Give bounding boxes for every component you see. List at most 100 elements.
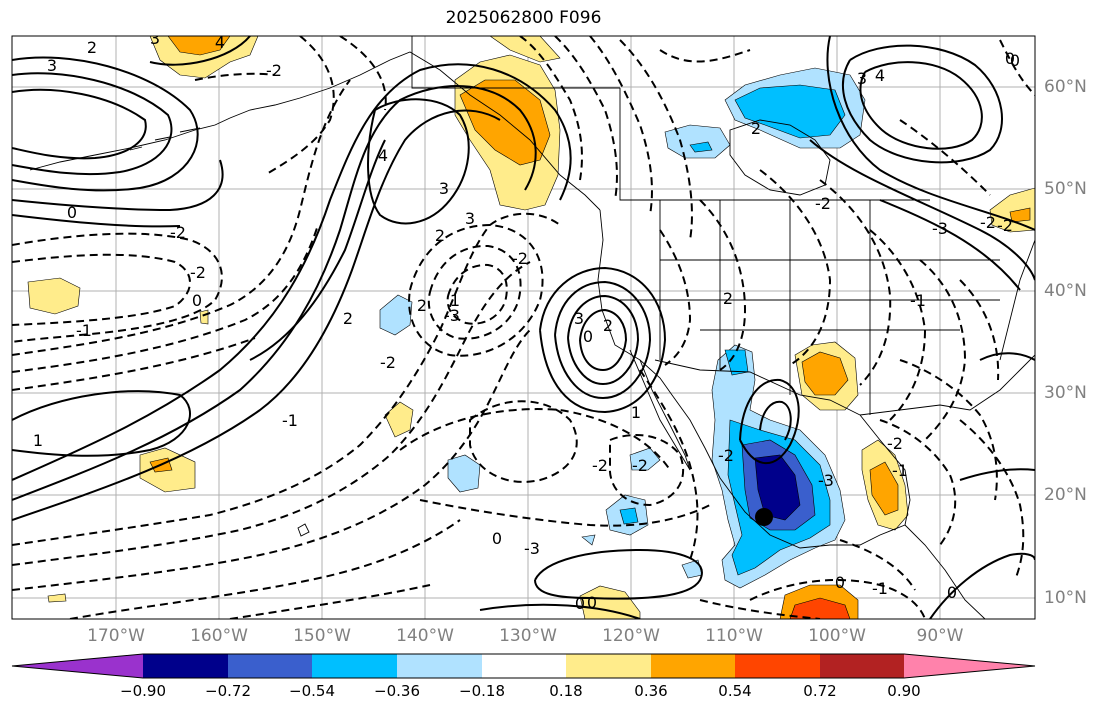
contour-label: -2 bbox=[997, 216, 1013, 235]
positive-anomaly-area bbox=[989, 187, 1035, 233]
longitude-label: 90°W bbox=[916, 626, 964, 646]
negative-contour bbox=[899, 119, 991, 196]
central-america-coast bbox=[904, 524, 986, 619]
negative-contour bbox=[12, 329, 531, 591]
colorbar-tick-label: 0.36 bbox=[634, 682, 668, 700]
positive-contour bbox=[12, 85, 537, 501]
colorbar bbox=[11, 653, 1036, 679]
positive-contour bbox=[826, 36, 1035, 231]
contour-label: -2 bbox=[980, 213, 996, 232]
latitude-label: 30°N bbox=[1044, 383, 1087, 403]
longitude-label: 150°W bbox=[293, 626, 351, 646]
contour-label: 2 bbox=[343, 309, 353, 328]
contour-label: -2 bbox=[718, 446, 734, 465]
negative-contour bbox=[339, 36, 387, 111]
contour-label: 1 bbox=[450, 291, 460, 310]
colorbar-cell bbox=[143, 654, 228, 678]
colorbar-tick-label: 0.90 bbox=[887, 682, 921, 700]
contour-label: -2 bbox=[632, 456, 648, 475]
contour-label: 2 bbox=[603, 316, 613, 335]
positive-contour bbox=[879, 199, 1021, 291]
colorbar-cell bbox=[735, 654, 820, 678]
positive-contour bbox=[567, 294, 640, 386]
contour-label: 0 bbox=[835, 573, 845, 592]
negative-contour bbox=[759, 169, 832, 366]
negative-anomaly-area bbox=[754, 454, 801, 521]
negative-contour bbox=[589, 36, 653, 216]
positive-contour bbox=[841, 44, 1003, 164]
colorbar-cell bbox=[397, 654, 482, 678]
longitude-label: 140°W bbox=[396, 626, 454, 646]
storm-center-marker bbox=[755, 508, 773, 526]
negative-contour bbox=[469, 400, 578, 483]
contour-label: -3 bbox=[818, 471, 834, 490]
positive-anomaly-area bbox=[167, 36, 231, 56]
negative-contour bbox=[12, 224, 319, 373]
latitude-label: 50°N bbox=[1044, 179, 1087, 199]
colorbar-tick-label: −0.72 bbox=[205, 682, 251, 700]
colorbar-tick-label: −0.54 bbox=[289, 682, 335, 700]
east-coastline bbox=[999, 239, 1035, 361]
positive-contour bbox=[579, 308, 628, 372]
contour-label: 0 bbox=[492, 529, 502, 548]
positive-anomaly-area bbox=[384, 401, 414, 438]
contour-label: 2 bbox=[435, 226, 445, 245]
contour-label: -3 bbox=[444, 306, 460, 325]
negative-contour bbox=[749, 579, 926, 619]
negative-contour bbox=[619, 39, 693, 241]
latitude-label: 10°N bbox=[1044, 588, 1087, 608]
colorbar-cell bbox=[312, 654, 397, 678]
negative-contour bbox=[264, 36, 335, 176]
colorbar-cell bbox=[482, 654, 566, 678]
negative-contour bbox=[659, 229, 692, 366]
negative-contour bbox=[12, 232, 223, 343]
positive-contour bbox=[12, 390, 191, 457]
positive-contour bbox=[149, 36, 251, 66]
positive-anomaly-area bbox=[801, 351, 849, 396]
contour-label: 2 bbox=[723, 289, 733, 308]
positive-anomaly-area bbox=[489, 36, 561, 63]
contour-label: 3 bbox=[574, 309, 584, 328]
contour-label: 3 bbox=[465, 209, 475, 228]
negative-anomaly-area bbox=[619, 507, 639, 525]
negative-contour bbox=[899, 359, 998, 501]
positive-contour bbox=[534, 548, 703, 600]
positive-anomaly-area bbox=[27, 277, 81, 315]
negative-contour bbox=[69, 519, 461, 619]
contour-label: -2 bbox=[887, 434, 903, 453]
negative-anomaly-area bbox=[581, 534, 596, 546]
positive-contour bbox=[12, 214, 181, 228]
contour-label: -2 bbox=[815, 194, 831, 213]
contour-label: 2 bbox=[87, 38, 97, 57]
negative-anomaly-area bbox=[689, 141, 713, 153]
negative-contour bbox=[699, 199, 747, 371]
contour-label: 0 bbox=[587, 593, 597, 612]
positive-contour bbox=[979, 352, 1035, 361]
contour-label: 2 bbox=[417, 296, 427, 315]
longitude-label: 110°W bbox=[705, 626, 763, 646]
negative-contour bbox=[819, 179, 892, 386]
longitude-label: 120°W bbox=[602, 626, 660, 646]
negative-contour bbox=[12, 337, 256, 391]
negative-contour bbox=[839, 539, 916, 591]
positive-contour bbox=[554, 280, 652, 400]
contour-label: 3 bbox=[857, 69, 867, 88]
negative-contour bbox=[12, 79, 351, 356]
colorbar-over-triangle bbox=[904, 654, 1035, 678]
positive-contour bbox=[12, 63, 572, 481]
map-title: 2025062800 F096 bbox=[445, 8, 602, 28]
alaska-coastline bbox=[29, 51, 601, 211]
negative-contour bbox=[12, 261, 531, 566]
contour-label: -2 bbox=[190, 263, 206, 282]
negative-contour bbox=[399, 408, 671, 471]
positive-contour bbox=[249, 139, 386, 361]
contour-label: 4 bbox=[875, 66, 885, 85]
negative-contour bbox=[879, 419, 957, 546]
contour-label: 1 bbox=[631, 403, 641, 422]
negative-anomaly-area bbox=[447, 454, 481, 493]
contour-label: -2 bbox=[266, 61, 282, 80]
negative-contour bbox=[446, 263, 508, 325]
height-contours bbox=[12, 36, 1035, 619]
